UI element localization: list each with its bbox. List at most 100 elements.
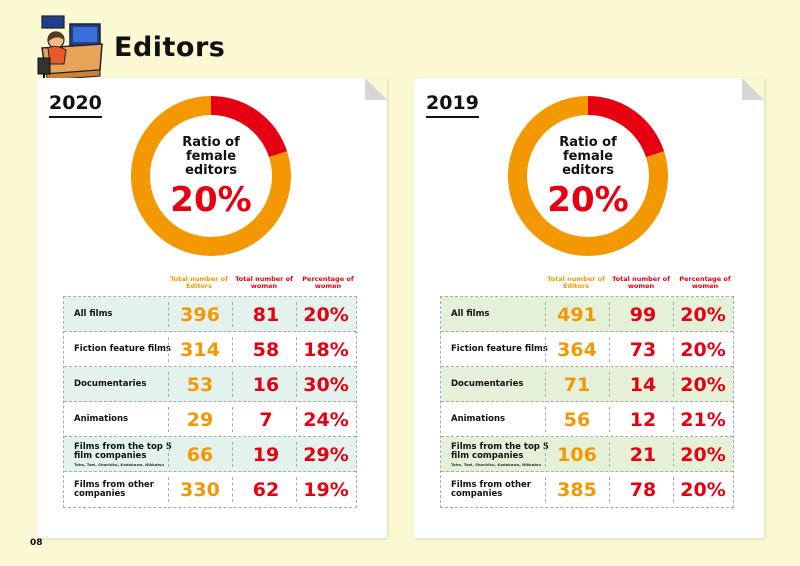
column-divider bbox=[673, 477, 674, 502]
column-divider bbox=[609, 407, 610, 432]
row-label-text: All films bbox=[74, 309, 113, 319]
value-percentage: 20% bbox=[680, 478, 726, 501]
column-divider bbox=[296, 442, 297, 467]
column-divider bbox=[609, 442, 610, 467]
value-women: 62 bbox=[252, 478, 280, 501]
row-label-text: Documentaries bbox=[74, 379, 147, 389]
column-divider bbox=[168, 337, 169, 362]
panel-year: 2019 bbox=[426, 92, 479, 118]
table-row: Documentaries 53 16 30% bbox=[64, 367, 356, 402]
row-label-sub: Toho, Toei, Shochiku, Kadokawa, Nikkatsu bbox=[74, 461, 165, 467]
table-row: Films from other companies 385 78 20% bbox=[441, 472, 733, 507]
table-row: All films 491 99 20% bbox=[441, 297, 733, 332]
row-label: Films from other companies bbox=[451, 472, 555, 507]
col-header-percentage: Percentage of women bbox=[302, 275, 354, 290]
value-total: 106 bbox=[557, 443, 597, 466]
value-women: 7 bbox=[259, 408, 273, 431]
donut-chart bbox=[130, 96, 291, 256]
table-row: Documentaries 71 14 20% bbox=[441, 367, 733, 402]
column-divider bbox=[232, 372, 233, 397]
panel-year: 2020 bbox=[49, 92, 102, 118]
column-divider bbox=[609, 302, 610, 327]
column-divider bbox=[232, 442, 233, 467]
column-divider bbox=[545, 477, 546, 502]
col-header-women: Total number of women bbox=[235, 275, 293, 290]
table-row: Animations 29 7 24% bbox=[64, 402, 356, 437]
value-total: 385 bbox=[557, 478, 597, 501]
value-women: 78 bbox=[629, 478, 657, 501]
column-divider bbox=[232, 407, 233, 432]
row-label-text: All films bbox=[451, 309, 490, 319]
row-label: Documentaries bbox=[74, 367, 178, 402]
value-total: 53 bbox=[186, 373, 214, 396]
row-label: All films bbox=[74, 297, 178, 332]
table-row: Films from the top 5 film companies Toho,… bbox=[441, 437, 733, 472]
donut-chart bbox=[508, 96, 668, 256]
column-divider bbox=[609, 477, 610, 502]
value-total: 330 bbox=[180, 478, 220, 501]
value-percentage: 20% bbox=[680, 373, 726, 396]
column-divider bbox=[545, 302, 546, 327]
panel-2020: 2020 Ratio of female editors 20% Total n… bbox=[37, 78, 387, 538]
value-percentage: 20% bbox=[680, 303, 726, 326]
row-label: Films from other companies bbox=[74, 472, 178, 507]
column-headers: Total number of Editors Total number of … bbox=[37, 276, 387, 302]
row-label: Animations bbox=[451, 402, 555, 437]
table-row: Fiction feature films 364 73 20% bbox=[441, 332, 733, 367]
row-label: All films bbox=[451, 297, 555, 332]
value-women: 19 bbox=[252, 443, 280, 466]
column-divider bbox=[545, 442, 546, 467]
ratio-label: Ratio of female editors bbox=[559, 135, 617, 178]
page-number: 08 bbox=[30, 538, 43, 548]
value-total: 29 bbox=[186, 408, 214, 431]
column-divider bbox=[296, 302, 297, 327]
column-divider bbox=[168, 302, 169, 327]
value-women: 73 bbox=[629, 338, 657, 361]
row-label-text: Films from the top 5 film companies bbox=[451, 441, 549, 461]
column-divider bbox=[168, 477, 169, 502]
row-label-text: Animations bbox=[451, 414, 506, 424]
donut-slice-women bbox=[588, 96, 665, 158]
page-title: Editors bbox=[114, 32, 226, 63]
value-percentage: 30% bbox=[303, 373, 349, 396]
value-percentage: 20% bbox=[303, 303, 349, 326]
column-divider bbox=[232, 302, 233, 327]
column-divider bbox=[545, 407, 546, 432]
column-divider bbox=[168, 372, 169, 397]
column-divider bbox=[673, 407, 674, 432]
column-divider bbox=[296, 407, 297, 432]
column-divider bbox=[673, 337, 674, 362]
value-women: 16 bbox=[252, 373, 280, 396]
row-label: Fiction feature films bbox=[451, 332, 555, 367]
col-header-percentage: Percentage of women bbox=[679, 275, 731, 290]
data-table: All films 491 99 20% Fiction feature films 36… bbox=[440, 296, 734, 508]
value-women: 21 bbox=[629, 443, 657, 466]
value-women: 14 bbox=[629, 373, 657, 396]
value-total: 364 bbox=[557, 338, 597, 361]
donut-slice-women bbox=[211, 96, 288, 158]
table-row: Films from other companies 330 62 19% bbox=[64, 472, 356, 507]
panel-2019: 2019 Ratio of female editors 20% Total n… bbox=[414, 78, 764, 538]
column-divider bbox=[232, 337, 233, 362]
column-divider bbox=[673, 442, 674, 467]
editor-desk-illustration-icon bbox=[37, 15, 103, 81]
row-label: Animations bbox=[74, 402, 178, 437]
ratio-value: 20% bbox=[170, 180, 252, 220]
column-divider bbox=[296, 477, 297, 502]
column-divider bbox=[232, 477, 233, 502]
row-label-text: Films from the top 5 film companies bbox=[74, 441, 172, 461]
column-divider bbox=[545, 372, 546, 397]
value-total: 66 bbox=[186, 443, 214, 466]
page-fold-corner bbox=[742, 78, 764, 100]
table-row: Fiction feature films 314 58 18% bbox=[64, 332, 356, 367]
row-label-text: Films from other companies bbox=[74, 479, 154, 499]
column-headers: Total number of Editors Total number of … bbox=[414, 276, 764, 302]
data-table: All films 396 81 20% Fiction feature films 31… bbox=[63, 296, 357, 508]
row-label-text: Documentaries bbox=[451, 379, 524, 389]
column-divider bbox=[296, 372, 297, 397]
col-header-total: Total number of Editors bbox=[170, 275, 228, 290]
value-total: 396 bbox=[180, 303, 220, 326]
value-total: 314 bbox=[180, 338, 220, 361]
value-total: 71 bbox=[563, 373, 591, 396]
row-label: Films from the top 5 film companies Toho,… bbox=[74, 437, 178, 472]
